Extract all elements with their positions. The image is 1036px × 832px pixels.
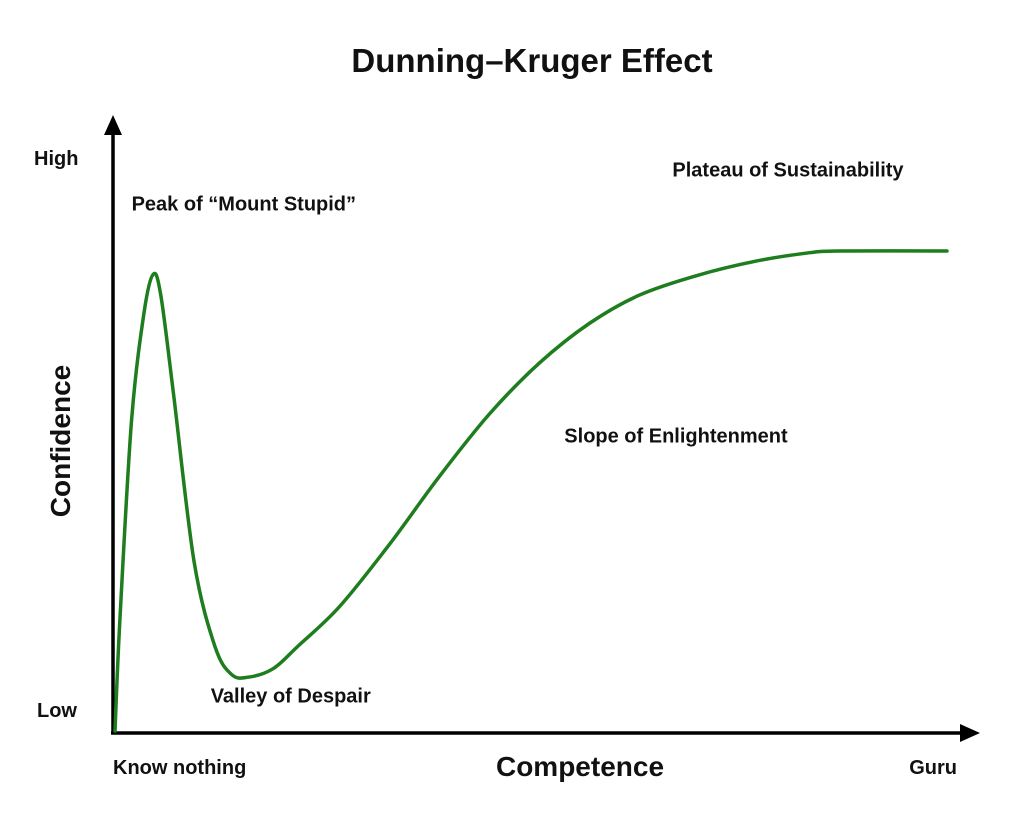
annotation-slope-of-enlightenment: Slope of Enlightenment — [564, 425, 788, 447]
x-tick-guru: Guru — [909, 757, 957, 779]
x-tick-know-nothing: Know nothing — [113, 757, 246, 779]
series-layer — [113, 249, 949, 733]
axes — [104, 115, 980, 742]
y-tick-low: Low — [37, 700, 77, 722]
annotation-valley-of-despair: Valley of Despair — [211, 686, 371, 708]
x-axis-arrow — [960, 724, 980, 742]
annotation-plateau-of-sustainability: Plateau of Sustainability — [672, 159, 904, 181]
y-tick-high: High — [34, 148, 78, 170]
x-axis-title: Competence — [496, 751, 664, 782]
series-line-0 — [113, 249, 949, 733]
y-axis-title: Confidence — [45, 365, 76, 517]
annotation-layer: Peak of “Mount Stupid” Valley of Despair S… — [132, 159, 905, 707]
y-axis-arrow — [104, 115, 122, 135]
annotation-peak-mount-stupid: Peak of “Mount Stupid” — [132, 193, 356, 215]
chart-title: Dunning–Kruger Effect — [351, 42, 712, 79]
